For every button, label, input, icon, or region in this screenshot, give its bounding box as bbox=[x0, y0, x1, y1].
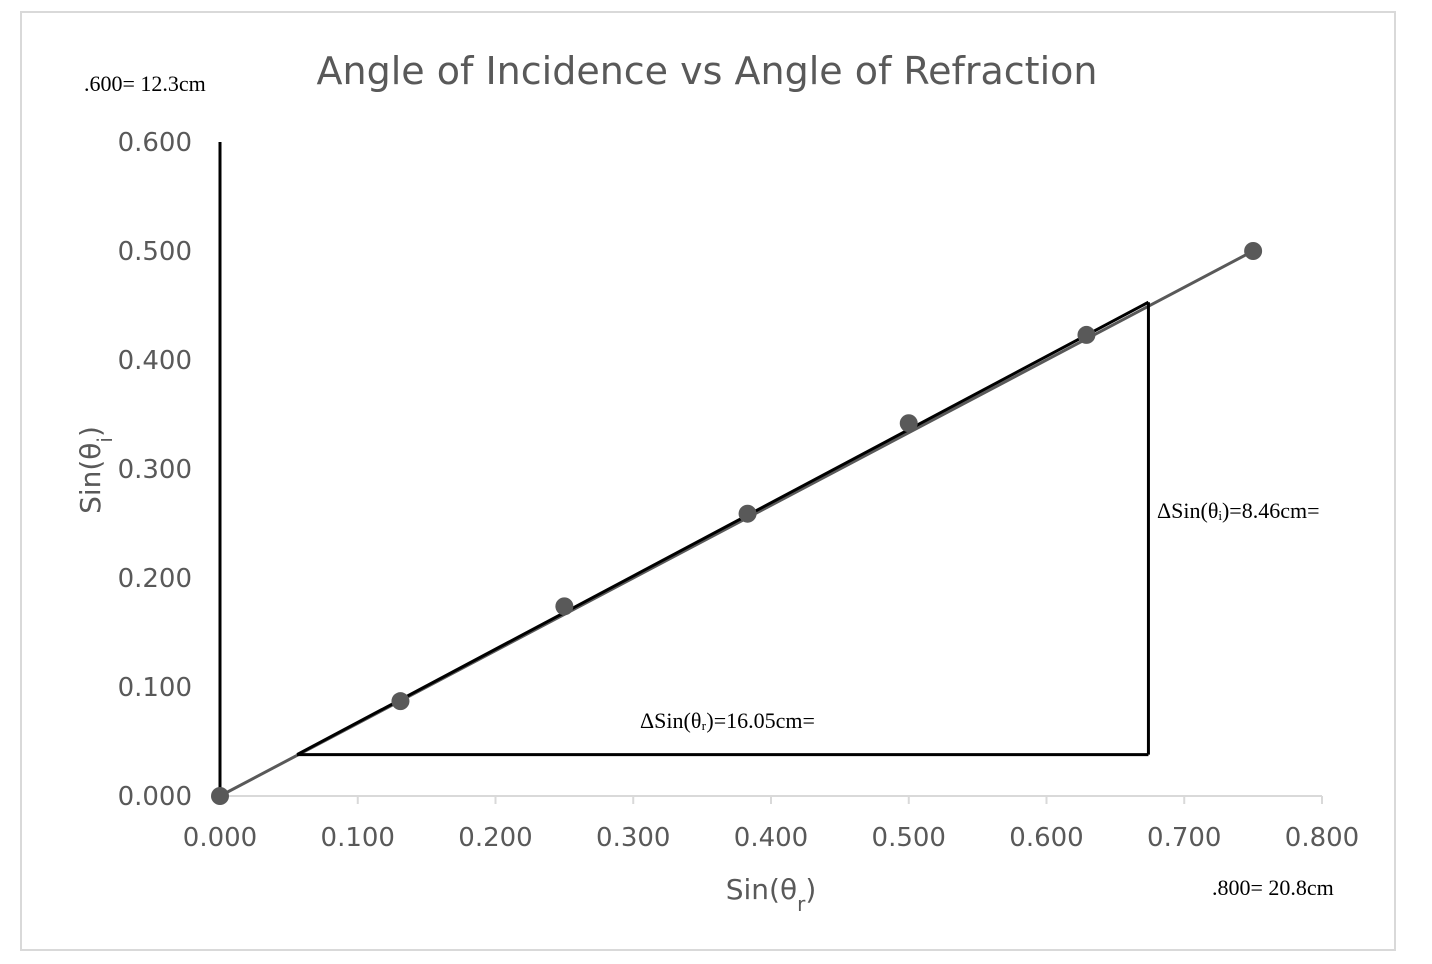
data-point bbox=[1244, 242, 1263, 260]
y-axis-label: Sin(θi) bbox=[74, 426, 117, 514]
delta-y-note: ΔSin(θᵢ)=8.46cm= bbox=[1157, 498, 1319, 523]
y-tick-label: 0.400 bbox=[118, 346, 192, 376]
y-tick-label: 0.300 bbox=[118, 455, 192, 485]
data-point bbox=[738, 504, 757, 523]
x-tick-label: 0.800 bbox=[1285, 823, 1359, 853]
y-tick-label: 0.500 bbox=[118, 237, 192, 267]
x-tick-marks bbox=[219, 796, 1323, 804]
data-point bbox=[899, 414, 918, 433]
x-tick-label: 0.600 bbox=[1009, 823, 1083, 853]
x-tick-label: 0.200 bbox=[458, 823, 532, 853]
data-point bbox=[555, 597, 574, 616]
x-tick-label: 0.700 bbox=[1147, 823, 1221, 853]
y-tick-label: 0.600 bbox=[118, 128, 192, 158]
data-point bbox=[211, 787, 229, 805]
chart-title: Angle of Incidence vs Angle of Refractio… bbox=[317, 49, 1098, 93]
x-scale-note: .800= 20.8cm bbox=[1212, 875, 1334, 900]
x-tick-label: 0.500 bbox=[872, 823, 946, 853]
x-axis-label: Sin(θr) bbox=[726, 873, 817, 916]
x-tick-label: 0.300 bbox=[596, 823, 670, 853]
data-points bbox=[211, 242, 1263, 805]
y-tick-label: 0.200 bbox=[118, 564, 192, 594]
x-tick-label: 0.100 bbox=[321, 823, 395, 853]
slope-triangle bbox=[296, 300, 1150, 757]
chart-frame bbox=[20, 11, 1396, 951]
y-tick-label: 0.100 bbox=[118, 673, 192, 703]
x-tick-labels: 0.000 0.100 0.200 0.300 0.400 0.500 0.600 0.700… bbox=[183, 823, 1359, 853]
data-point bbox=[1077, 325, 1096, 344]
data-point bbox=[391, 692, 410, 711]
delta-x-note: ΔSin(θᵣ)=16.05cm= bbox=[640, 708, 815, 733]
triangle-hypotenuse bbox=[296, 300, 1150, 756]
x-tick-label: 0.000 bbox=[183, 823, 257, 853]
y-scale-note: .600= 12.3cm bbox=[84, 71, 206, 96]
y-tick-labels: 0.000 0.100 0.200 0.300 0.400 0.500 0.600 bbox=[118, 128, 192, 812]
x-tick-label: 0.400 bbox=[734, 823, 808, 853]
y-tick-label: 0.000 bbox=[118, 782, 192, 812]
